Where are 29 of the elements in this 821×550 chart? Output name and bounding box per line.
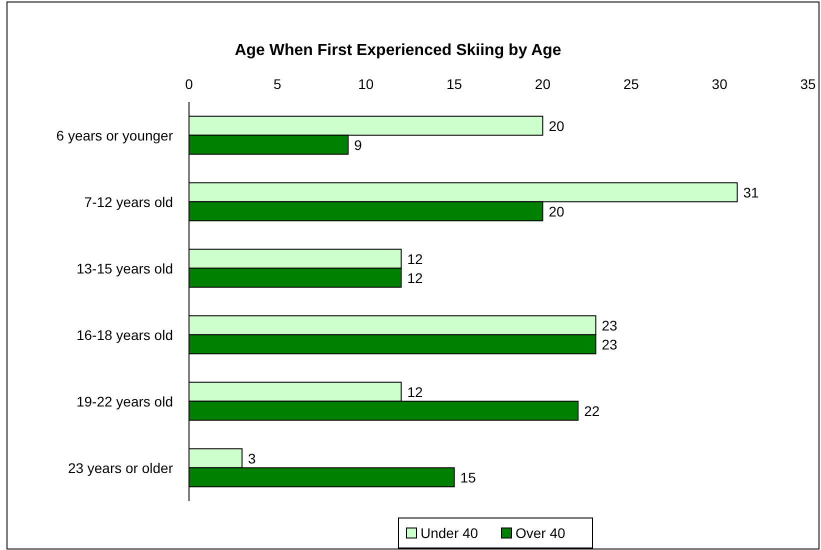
data-label: 12 [407, 270, 424, 286]
x-tick-label: 5 [274, 76, 282, 92]
y-tick-label: 6 years or younger [56, 127, 174, 144]
y-tick-label: 19-22 years old [76, 393, 173, 410]
data-label: 3 [248, 450, 256, 466]
y-tick-label: 13-15 years old [76, 260, 173, 276]
data-label: 9 [354, 136, 362, 153]
data-label: 20 [548, 118, 564, 134]
data-label: 31 [743, 184, 760, 200]
x-tick-label: 25 [623, 76, 640, 92]
y-tick-label: 16-18 years old [76, 326, 173, 343]
x-tick-label: 10 [358, 76, 374, 92]
data-label: 23 [602, 336, 618, 352]
x-tick-label: 0 [185, 76, 194, 92]
x-tick-label: 35 [800, 76, 816, 92]
y-tick-label: 23 years or older [68, 460, 174, 476]
x-tick-label: 20 [534, 76, 551, 92]
legend-label: Under 40 [420, 525, 478, 541]
chart-title: Age When First Experienced Skiing by Age [234, 42, 562, 59]
y-tick-label: 7-12 years old [84, 194, 173, 210]
x-tick-label: 15 [446, 76, 462, 92]
data-label: 23 [602, 317, 618, 334]
data-label: 22 [584, 402, 600, 419]
data-label: 12 [407, 384, 424, 400]
data-label: 12 [407, 250, 424, 267]
data-label: 20 [548, 203, 564, 220]
x-tick-label: 30 [712, 76, 728, 92]
legend-label: Over 40 [516, 525, 566, 541]
data-label: 15 [460, 469, 476, 486]
